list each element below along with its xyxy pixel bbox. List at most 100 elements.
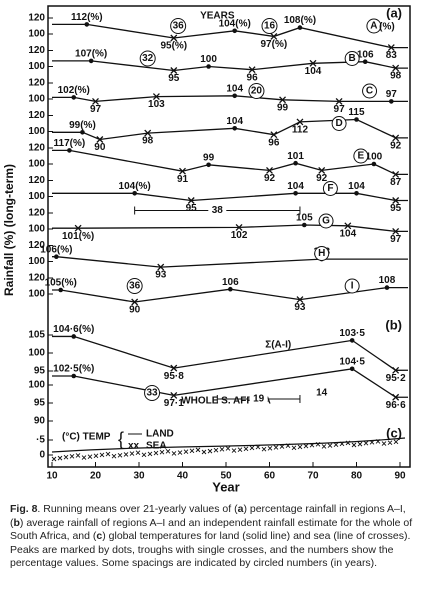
legend-label: LAND [146,429,174,440]
y-tick-label: 100 [28,289,45,300]
value-label: 95·2 [386,373,406,384]
x-tick-label: 10 [46,471,58,482]
peak-dot [293,160,298,166]
series-badge [318,213,334,229]
y-tick-label: 120 [28,78,45,89]
value-label: 98 [390,71,402,82]
value-label: 99 [203,152,215,163]
value-label: 106 [222,277,239,288]
peak-dot [354,191,359,196]
y-tick-label: 0 [39,450,45,461]
legend-brace: { [118,429,124,449]
trough-cross [152,93,160,101]
y-tick-label: 100 [28,61,45,72]
peak-dot [71,334,77,339]
series-name: I [351,281,354,292]
x-tick-label: 50 [220,471,232,482]
spacing-circle [139,50,156,67]
chart: Rainfall (%) (long-term) Year 10 20 30 40 50… [2,5,411,494]
trough-cross [235,223,243,231]
trough-cross [157,263,165,271]
trough-cross [270,131,278,139]
peak-dot [297,25,303,30]
y-tick-label: 95 [34,366,46,377]
series-line [52,368,409,398]
peak-dot [58,287,63,293]
peak-dot [132,191,137,196]
series-name: Σ(A-I) [265,340,291,351]
trough-cross [344,222,352,230]
trough-cross [170,364,178,372]
spacing-circle [144,385,161,401]
panel-label: (b) [385,317,402,332]
x-tick-label: 40 [177,471,189,482]
span-gap [249,393,268,405]
trough-cross [392,134,400,142]
value-label: 96 [268,137,280,148]
spacing-circle [126,278,143,294]
spacing-circle [248,83,265,99]
trough-cross [270,32,278,40]
series-badge [362,83,378,99]
panel-label: (c) [386,425,402,440]
y-tick-label: 100 [28,126,45,137]
caption-text: b [13,516,20,529]
trough-cross [392,170,400,178]
value-label: 101 [287,151,304,162]
x-label: Year [212,479,239,494]
value-label: 91 [177,174,189,185]
x-tick-label: 90 [394,471,406,482]
panel-title: (°C) TEMP [62,432,111,443]
series-name: B [349,53,356,64]
series-name: D [335,118,342,129]
value-label: 93 [155,270,167,281]
value-label: 108 [379,275,396,286]
series-badge [331,116,347,131]
value-label: 93 [294,302,306,313]
spacing-label: 33 [146,388,158,399]
trough-cross [392,393,400,401]
value-label: 117(%) [54,138,86,149]
value-label: 98 [142,136,154,147]
peak-dot [206,162,211,168]
value-label: 99 [277,102,289,113]
y-tick-label: 120 [28,273,45,284]
value-label: 104·6(%) [53,324,94,335]
value-label: 104(%) [219,18,251,29]
y-tick-label: 120 [28,143,45,154]
series-badge [322,181,338,196]
value-label: 83 [386,50,398,61]
trough-cross [187,197,195,204]
value-label: 95 [186,203,198,214]
y-tick-label: ·5 [36,435,45,446]
annotation: (%) [379,22,395,33]
y-tick-label: 100 [28,159,45,170]
trough-cross [392,197,400,204]
trough-cross [96,136,104,143]
spacing-label: 14 [316,388,328,399]
trough-cross [387,44,395,52]
caption-text: ) percentage rainfall in regions A–I, ( [10,503,406,529]
trough-cross [170,391,178,399]
value-label: 105(%) [45,278,77,289]
peak-dot [228,286,233,292]
spacing-circle [170,18,187,34]
spacing-circle [261,18,278,34]
x-tick-label: 20 [90,471,102,482]
trough-cross [179,167,186,175]
value-label: 104 [226,116,243,127]
peak-dot [71,95,77,100]
value-label: 97(%) [261,39,288,50]
series-name: WHOLE S. AFRICA [181,396,271,407]
spacing-label: 19 [253,394,265,405]
series-badge [366,18,382,34]
y-tick-label: 120 [28,13,45,24]
value-label: 102·5(%) [53,364,94,375]
x-tick-label: 60 [264,471,276,482]
series-badge [344,278,360,294]
x-tick-label: 30 [133,471,145,482]
annotation: YEARS [200,11,235,22]
y-tick-label: 120 [28,45,45,56]
series-name: H [318,248,325,259]
